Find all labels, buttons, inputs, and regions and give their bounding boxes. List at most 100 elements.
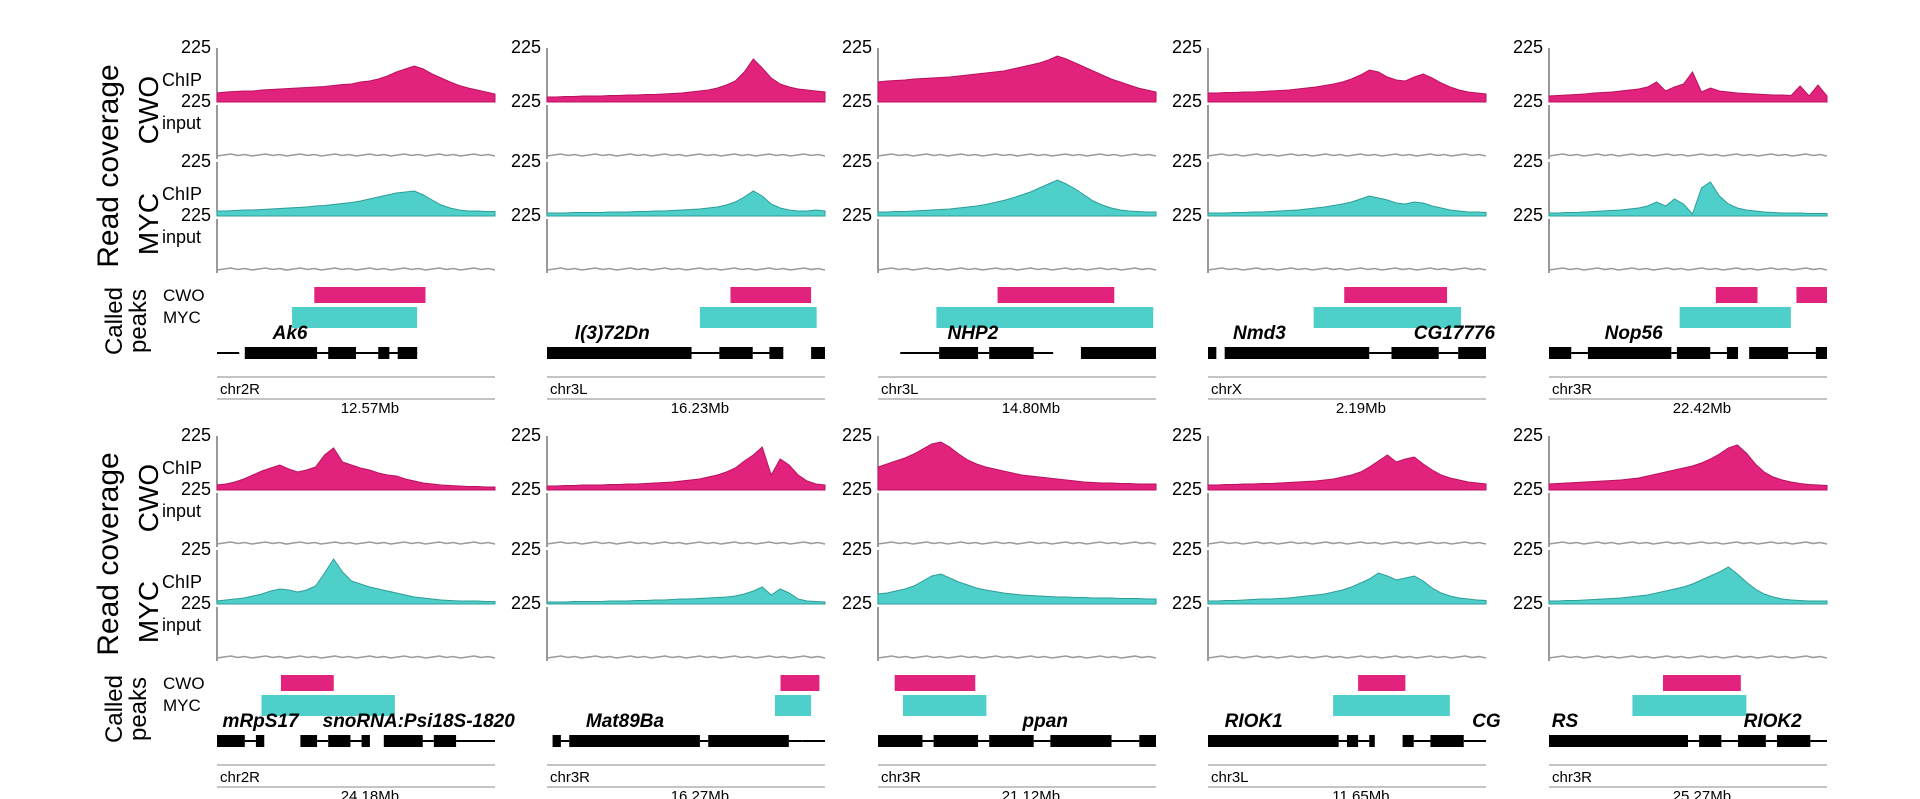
- gene-exon: [1749, 347, 1789, 359]
- track-label-myc-input: input: [162, 227, 201, 247]
- cwo-peak: [780, 675, 820, 691]
- gene-label: Nop56: [1605, 323, 1664, 344]
- myc-chip-area: [216, 190, 496, 217]
- myc-input-trace: [1207, 655, 1487, 659]
- gene-exon: [1224, 347, 1370, 359]
- scale-label: 225: [1513, 479, 1543, 499]
- scale-label: 225: [511, 151, 541, 171]
- scale-label: 225: [1172, 425, 1202, 445]
- peaks-label-line2: peaks: [125, 289, 152, 353]
- scale-label: 225: [181, 151, 211, 171]
- gene-label: ppan: [1022, 711, 1068, 732]
- scale-label: 225: [511, 91, 541, 111]
- gene-exon: [719, 347, 753, 359]
- scale-label: 225: [511, 539, 541, 559]
- scale-label: 225: [1172, 91, 1202, 111]
- cwo-input-trace: [877, 541, 1157, 545]
- myc-input-trace: [216, 267, 496, 271]
- panel-riok2: 225 225 225 225 RS RIOK2 chr3R 25.27Mb: [1513, 425, 1828, 799]
- cwo-input-trace: [546, 153, 826, 157]
- myc-chip-area: [216, 558, 496, 605]
- chrom-label: chr3R: [1552, 769, 1592, 786]
- cwo-chip-area: [877, 55, 1157, 103]
- gene-exon: [328, 347, 356, 359]
- gene-exon: [1738, 735, 1766, 747]
- peaks-label-line2: peaks: [125, 677, 152, 741]
- gene-exon: [1208, 735, 1339, 747]
- gene-exon: [1139, 735, 1156, 747]
- peaks-label-myc: MYC: [163, 696, 201, 715]
- scale-label: 225: [511, 593, 541, 613]
- myc-input-trace: [877, 655, 1157, 659]
- cwo-peak: [1344, 287, 1448, 303]
- gene-label: RIOK2: [1744, 711, 1803, 732]
- gene-exon: [552, 735, 561, 747]
- scale-label: 225: [1513, 425, 1543, 445]
- panel-mrps17: 225 225 225 225 mRpS17 snoRNA:Psi18S-1820 chr2…: [181, 425, 515, 799]
- chrom-label: chr2R: [220, 381, 260, 398]
- scale-label: 225: [1172, 593, 1202, 613]
- scale-label: 225: [511, 425, 541, 445]
- chrom-label: chr3R: [1552, 381, 1592, 398]
- y-axis-label: Read coverage: [92, 64, 125, 267]
- position-label: 21.12Mb: [1002, 788, 1060, 799]
- gene-exon: [569, 735, 700, 747]
- myc-chip-area: [877, 573, 1157, 605]
- panel-riok1: 225 225 225 225 RIOK1 CG chr3L 11.65Mb: [1172, 425, 1501, 799]
- myc-input-trace: [1548, 655, 1828, 659]
- y-axis-label: Read coverage: [92, 452, 125, 655]
- gene-exon: [328, 735, 351, 747]
- cwo-chip-area: [546, 446, 826, 491]
- gene-exon: [433, 735, 457, 747]
- position-label: 11.65Mb: [1332, 788, 1389, 799]
- chrom-label: chr2R: [220, 769, 260, 786]
- position-label: 25.27Mb: [1673, 788, 1731, 799]
- position-label: 2.19Mb: [1336, 400, 1386, 417]
- myc-peak: [699, 307, 817, 328]
- gene-label: l(3)72Dn: [575, 323, 650, 344]
- peaks-label-line1: Called: [101, 675, 128, 743]
- myc-chip-area: [877, 179, 1157, 217]
- gene-exon: [255, 735, 265, 747]
- scale-label: 225: [1513, 151, 1543, 171]
- gene-exon: [811, 347, 825, 359]
- chrom-label: chr3L: [550, 381, 588, 398]
- gene-exon: [397, 347, 418, 359]
- cwo-peak: [1662, 675, 1741, 691]
- myc-chip-area: [1548, 181, 1828, 217]
- position-label: 24.18Mb: [341, 788, 399, 799]
- scale-label: 225: [1513, 37, 1543, 57]
- gene-exon: [769, 347, 784, 359]
- track-label-cwo-chip: ChIP: [162, 458, 202, 478]
- cwo-peak: [314, 287, 426, 303]
- track-label-myc-input: input: [162, 615, 201, 635]
- panel-nmd3: 225 225 225 225 Nmd3 CG17776 chrX 2.19Mb: [1172, 37, 1496, 417]
- position-label: 14.80Mb: [1002, 400, 1060, 417]
- gene-exon: [1430, 735, 1464, 747]
- myc-input-trace: [216, 655, 496, 659]
- gene-label: RIOK1: [1225, 711, 1283, 732]
- gene-exon: [1676, 347, 1711, 359]
- cwo-peak: [1796, 287, 1827, 303]
- peaks-label-myc: MYC: [163, 308, 201, 327]
- scale-label: 225: [181, 479, 211, 499]
- panel-nhp2: 225 225 225 225 NHP2 chr3L 14.80Mb: [842, 37, 1157, 417]
- scale-label: 225: [1172, 37, 1202, 57]
- cwo-input-trace: [1207, 153, 1487, 157]
- peaks-label-line1: Called: [101, 287, 128, 355]
- myc-input-trace: [1548, 267, 1828, 271]
- scale-label: 225: [511, 479, 541, 499]
- myc-group-label: MYC: [133, 581, 164, 643]
- cwo-chip-area: [1548, 71, 1828, 103]
- scale-label: 225: [511, 37, 541, 57]
- gene-exon: [1402, 735, 1414, 747]
- cwo-chip-area: [877, 441, 1157, 491]
- scale-label: 225: [1513, 593, 1543, 613]
- track-label-cwo-input: input: [162, 501, 201, 521]
- cwo-peak: [894, 675, 976, 691]
- cwo-group-label: CWO: [133, 464, 164, 532]
- myc-chip-area: [1548, 566, 1828, 605]
- gene-exon: [989, 735, 1034, 747]
- myc-chip-area: [546, 586, 826, 605]
- gene-exon: [217, 735, 245, 747]
